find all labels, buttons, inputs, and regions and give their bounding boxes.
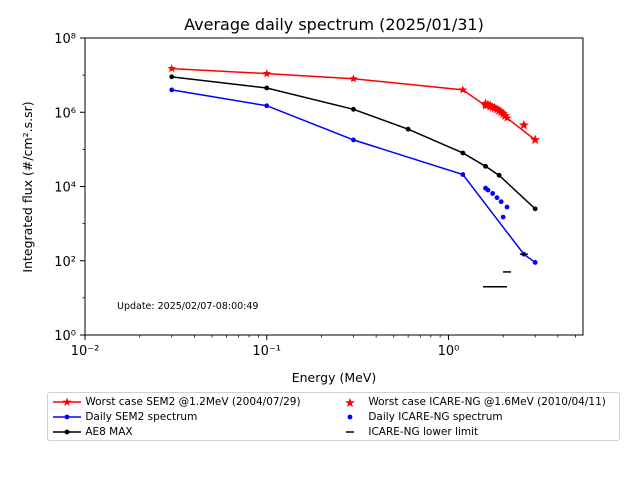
- data-point: [494, 195, 500, 201]
- data-point-star: [492, 104, 502, 114]
- series-line: [171, 76, 536, 210]
- y-tick-label: 10²: [54, 255, 76, 270]
- plot-area: [84, 37, 584, 336]
- legend-entry-worst-sem2: ★ Worst case SEM2 @1.2MeV (2004/07/29): [52, 395, 301, 409]
- legend-label: Worst case SEM2 @1.2MeV (2004/07/29): [85, 396, 301, 408]
- data-point: [500, 214, 506, 220]
- legend-marker-blue-dot-line: [53, 414, 81, 420]
- series-line: [171, 89, 536, 264]
- legend-marker-red-star-line: ★: [53, 395, 81, 409]
- data-point: [496, 172, 502, 178]
- data-point-star: [494, 105, 505, 115]
- legend-label: AE8 MAX: [85, 426, 133, 438]
- data-point: [264, 103, 270, 109]
- y-tick-label: 10⁶: [54, 106, 76, 121]
- series-2: [169, 74, 538, 212]
- data-point: [498, 199, 504, 205]
- data-point: [485, 187, 491, 193]
- x-tick-label: 10⁰: [438, 344, 460, 359]
- legend: ★ Worst case SEM2 @1.2MeV (2004/07/29) ★…: [47, 392, 620, 441]
- series-1: [169, 87, 538, 265]
- legend-entry-ae8: AE8 MAX: [52, 426, 133, 438]
- axes-ticks: 10⁻² 10⁻¹ 10⁰ 10⁰ 10² 10⁴ 10⁶ 10⁸: [54, 32, 576, 359]
- series-5: [503, 253, 528, 273]
- data-point: [532, 260, 538, 265]
- data-point-star: [530, 134, 541, 145]
- series-4: [483, 185, 510, 220]
- data-point-star: [489, 102, 500, 113]
- data-point: [169, 87, 175, 93]
- x-tick-label: 10⁻¹: [252, 344, 281, 359]
- legend-entry-lower-limit: ICARE-NG lower limit: [335, 426, 478, 438]
- data-point-star: [262, 69, 272, 78]
- legend-label: Daily SEM2 spectrum: [85, 411, 198, 423]
- data-point: [483, 163, 488, 169]
- data-point: [460, 172, 466, 177]
- svg-text:★: ★: [62, 396, 73, 408]
- legend-label: ICARE-NG lower limit: [368, 426, 479, 438]
- data-point-star: [518, 119, 529, 130]
- x-axis-label: Energy (MeV): [292, 370, 377, 385]
- data-point-star: [496, 107, 507, 117]
- data-point: [351, 137, 356, 143]
- series-3: [480, 98, 541, 145]
- legend-marker-blue-dot: [347, 414, 353, 420]
- data-point-star: [485, 100, 496, 110]
- data-point-star: [458, 85, 468, 94]
- chart-title: Average daily spectrum (2025/01/31): [184, 15, 484, 34]
- legend-marker-black-dot-line: [53, 429, 81, 435]
- y-tick-label: 10⁸: [54, 32, 76, 47]
- data-point: [490, 191, 496, 196]
- data-point: [504, 204, 510, 210]
- data-point: [405, 126, 411, 132]
- svg-text:★: ★: [344, 396, 356, 408]
- y-axis-label: Integrated flux (#/cm².s.sr): [20, 101, 35, 272]
- legend-label: Daily ICARE-NG spectrum: [368, 411, 503, 423]
- update-annotation: Update: 2025/02/07-08:00:49: [117, 301, 258, 312]
- x-tick-label: 10⁻²: [71, 344, 100, 359]
- legend-entry-daily-icare: Daily ICARE-NG spectrum: [335, 411, 503, 423]
- data-point: [460, 150, 466, 156]
- data-point-star: [349, 74, 358, 83]
- data-point-star: [500, 110, 511, 121]
- legend-marker-black-dash: [346, 431, 354, 433]
- y-tick-label: 10⁰: [54, 329, 76, 344]
- legend-entry-worst-icare: ★ Worst case ICARE-NG @1.6MeV (2010/04/1…: [335, 396, 606, 411]
- legend-entry-daily-sem2: Daily SEM2 spectrum: [52, 411, 197, 423]
- legend-label: Worst case ICARE-NG @1.6MeV (2010/04/11): [368, 396, 606, 408]
- series-layer: [167, 64, 541, 288]
- data-point: [169, 74, 175, 80]
- y-tick-label: 10⁴: [54, 181, 76, 196]
- data-point: [532, 206, 538, 212]
- legend-marker-red-star: ★: [344, 396, 356, 411]
- data-point: [351, 106, 356, 112]
- data-point: [264, 85, 270, 91]
- data-point-star: [167, 64, 176, 73]
- data-point-star: [498, 108, 509, 119]
